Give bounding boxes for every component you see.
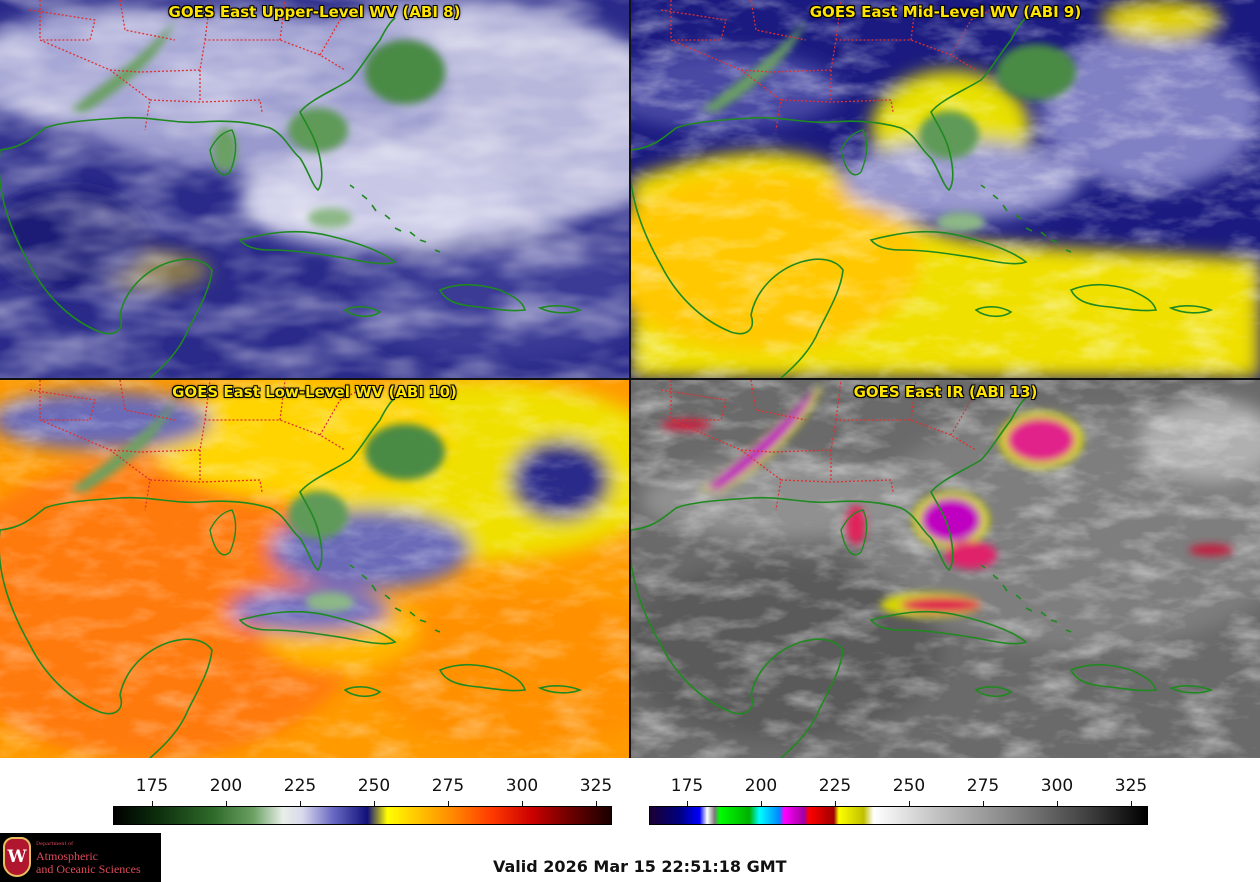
wv-tick-mark [300,801,301,806]
wv-tick-label: 325 [579,776,613,796]
low-level-wv-image [0,380,629,758]
low-level-wv-panel: GOES East Low-Level WV (ABI 10) [0,380,629,758]
ir-tick-label: 225 [818,776,852,796]
ir-image [631,380,1260,758]
upper-level-wv-image [0,0,629,378]
ir-tick-label: 200 [744,776,778,796]
wv-tick-mark [448,801,449,806]
wv-tick-mark [374,801,375,806]
ir-tick-label: 325 [1114,776,1148,796]
mid-level-wv-panel: GOES East Mid-Level WV (ABI 9) [631,0,1260,378]
wv-tick-label: 225 [283,776,317,796]
panel-title-low: GOES East Low-Level WV (ABI 10) [172,383,457,401]
uw-seal-icon: W [3,837,31,877]
ir-tick-mark [687,801,688,806]
uw-seal-letter: W [7,847,27,867]
wv-tick-label: 250 [357,776,391,796]
ir-tick-label: 175 [670,776,704,796]
panel-title-ir: GOES East IR (ABI 13) [853,383,1038,401]
ir-tick-label: 300 [1040,776,1074,796]
wv-tick-label: 275 [431,776,465,796]
ir-tick-mark [983,801,984,806]
panel-title-upper: GOES East Upper-Level WV (ABI 8) [168,3,461,21]
wv-tick-mark [522,801,523,806]
wv-tick-label: 200 [209,776,243,796]
wv-tick-label: 300 [505,776,539,796]
ir-panel: GOES East IR (ABI 13) [631,380,1260,758]
ir-tick-mark [1131,801,1132,806]
logo-dept-label: Department of [36,841,73,847]
wv-tick-mark [226,801,227,806]
horizontal-divider [0,378,1260,380]
ir-tick-label: 275 [966,776,1000,796]
panel-title-mid: GOES East Mid-Level WV (ABI 9) [809,3,1082,21]
ir-colorbar [649,806,1148,825]
ir-tick-mark [1057,801,1058,806]
logo-line-2: and Oceanic Sciences [36,862,141,876]
wv-colorbar [113,806,612,825]
ir-tick-mark [761,801,762,806]
ir-tick-mark [909,801,910,806]
aos-logo: W Department of Atmospheric and Oceanic … [0,833,161,882]
mid-level-wv-image [631,0,1260,378]
wv-tick-mark [596,801,597,806]
valid-time: Valid 2026 Mar 15 22:51:18 GMT [493,857,787,876]
ir-tick-label: 250 [892,776,926,796]
wv-tick-mark [152,801,153,806]
wv-tick-label: 175 [135,776,169,796]
upper-level-wv-panel: GOES East Upper-Level WV (ABI 8) [0,0,629,378]
logo-line-1: Atmospheric [36,849,98,863]
ir-tick-mark [835,801,836,806]
